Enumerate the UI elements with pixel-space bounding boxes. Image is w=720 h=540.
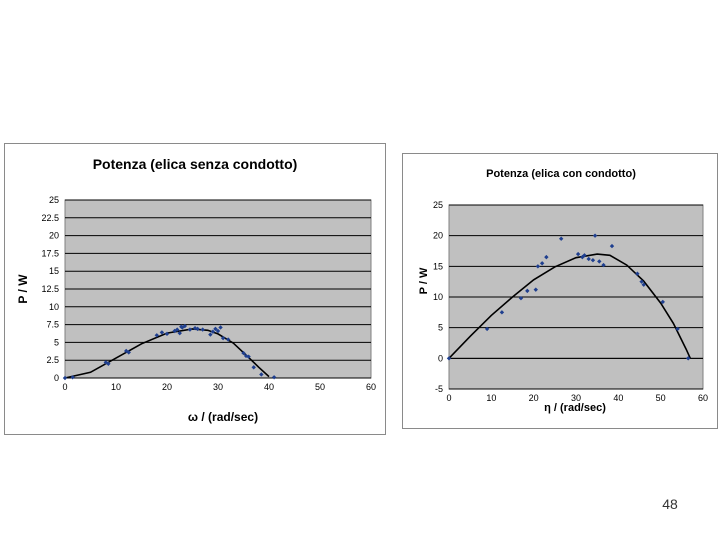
y-tick-label: 5 [54,337,59,347]
data-point [241,350,246,356]
x-tick-label: 0 [446,393,451,403]
x-tick-label: 60 [698,393,708,403]
data-point [213,326,218,332]
data-point [164,331,170,337]
x-tick-label: 40 [264,382,274,392]
x-tick-label: 20 [529,393,539,403]
y-tick-label: 0 [54,373,59,383]
y-tick-label: 15 [49,266,59,276]
data-point [215,328,221,334]
x-tick-label: 30 [571,393,581,403]
data-point [126,350,131,355]
y-tick-label: 5 [438,323,443,333]
y-tick-label: 22.5 [41,213,59,223]
data-point [195,326,200,332]
data-point [200,327,205,332]
chart-no-duct-svg: Potenza (elica senza condotto) 0 2.5 5 7.5 10… [16,156,376,424]
data-point [154,333,159,338]
x-tick-label: 50 [315,382,325,392]
data-point [70,375,75,380]
y-tick-label: 10 [49,302,59,312]
data-point [518,296,524,301]
page-number: 48 [662,496,678,512]
data-point [103,360,108,365]
y-tick-label: 7.5 [46,320,59,330]
data-point [484,326,490,332]
data-point [187,327,193,332]
y-tick-label: 10 [433,292,443,302]
data-point [533,287,538,292]
data-point [251,365,256,370]
data-point [641,282,646,287]
data-point [172,328,177,334]
x-tick-label: 40 [613,393,623,403]
data-point [182,323,188,329]
x-tick-label: 60 [366,382,376,392]
trend-curve [448,253,692,359]
y-tick-label: 20 [433,231,443,241]
data-point [271,375,277,380]
x-tick-label: 50 [656,393,666,403]
data-point [246,354,251,359]
data-point [259,372,264,377]
y-tick-label: 25 [433,200,443,210]
y-tick-label: 0 [438,353,443,363]
x-tick-label: 10 [486,393,496,403]
data-point [226,337,231,342]
data-point [62,375,68,381]
y-tick-label: 12.5 [41,284,59,294]
data-point [446,356,452,361]
y-axis-label: P / W [418,267,430,294]
data-point [159,330,165,335]
chart-with-duct: Potenza (elica con condotto) -5 0 5 10 15 20 25… [402,153,718,429]
chart-title: Potenza (elica senza condotto) [93,156,298,172]
chart-no-duct: Potenza (elica senza condotto) 0 2.5 5 7.5 10… [4,143,386,435]
data-point [208,332,213,337]
data-point [582,253,587,258]
y-tick-label: 25 [49,195,59,205]
data-point [685,356,691,361]
y-tick-label: 20 [49,231,59,241]
y-tick-label: -5 [435,384,443,394]
data-point [177,330,182,336]
data-point [675,326,680,332]
y-tick-label: 17.5 [41,248,59,258]
x-tick-label: 30 [213,382,223,392]
data-point [106,361,111,366]
data-point [499,310,505,315]
x-tick-label: 20 [162,382,172,392]
data-point [175,327,180,332]
data-point [660,299,665,305]
data-point [597,259,602,264]
chart-title: Potenza (elica con condotto) [486,168,636,180]
y-axis-label: P / W [16,274,30,304]
data-point [218,325,223,330]
x-tick-label: 0 [62,382,67,392]
chart-with-duct-svg: Potenza (elica con condotto)-50510152025… [418,168,708,414]
y-tick-label: 15 [433,261,443,271]
x-tick-label: 10 [111,382,121,392]
x-axis-label: η / (rad/sec) [544,402,606,414]
data-point [558,236,564,241]
x-axis-label: ω / (rad/sec) [188,410,258,424]
data-point [220,335,226,341]
data-point [590,258,596,263]
data-point [575,251,581,257]
y-tick-label: 2.5 [46,355,59,365]
trend-curve [64,328,270,379]
